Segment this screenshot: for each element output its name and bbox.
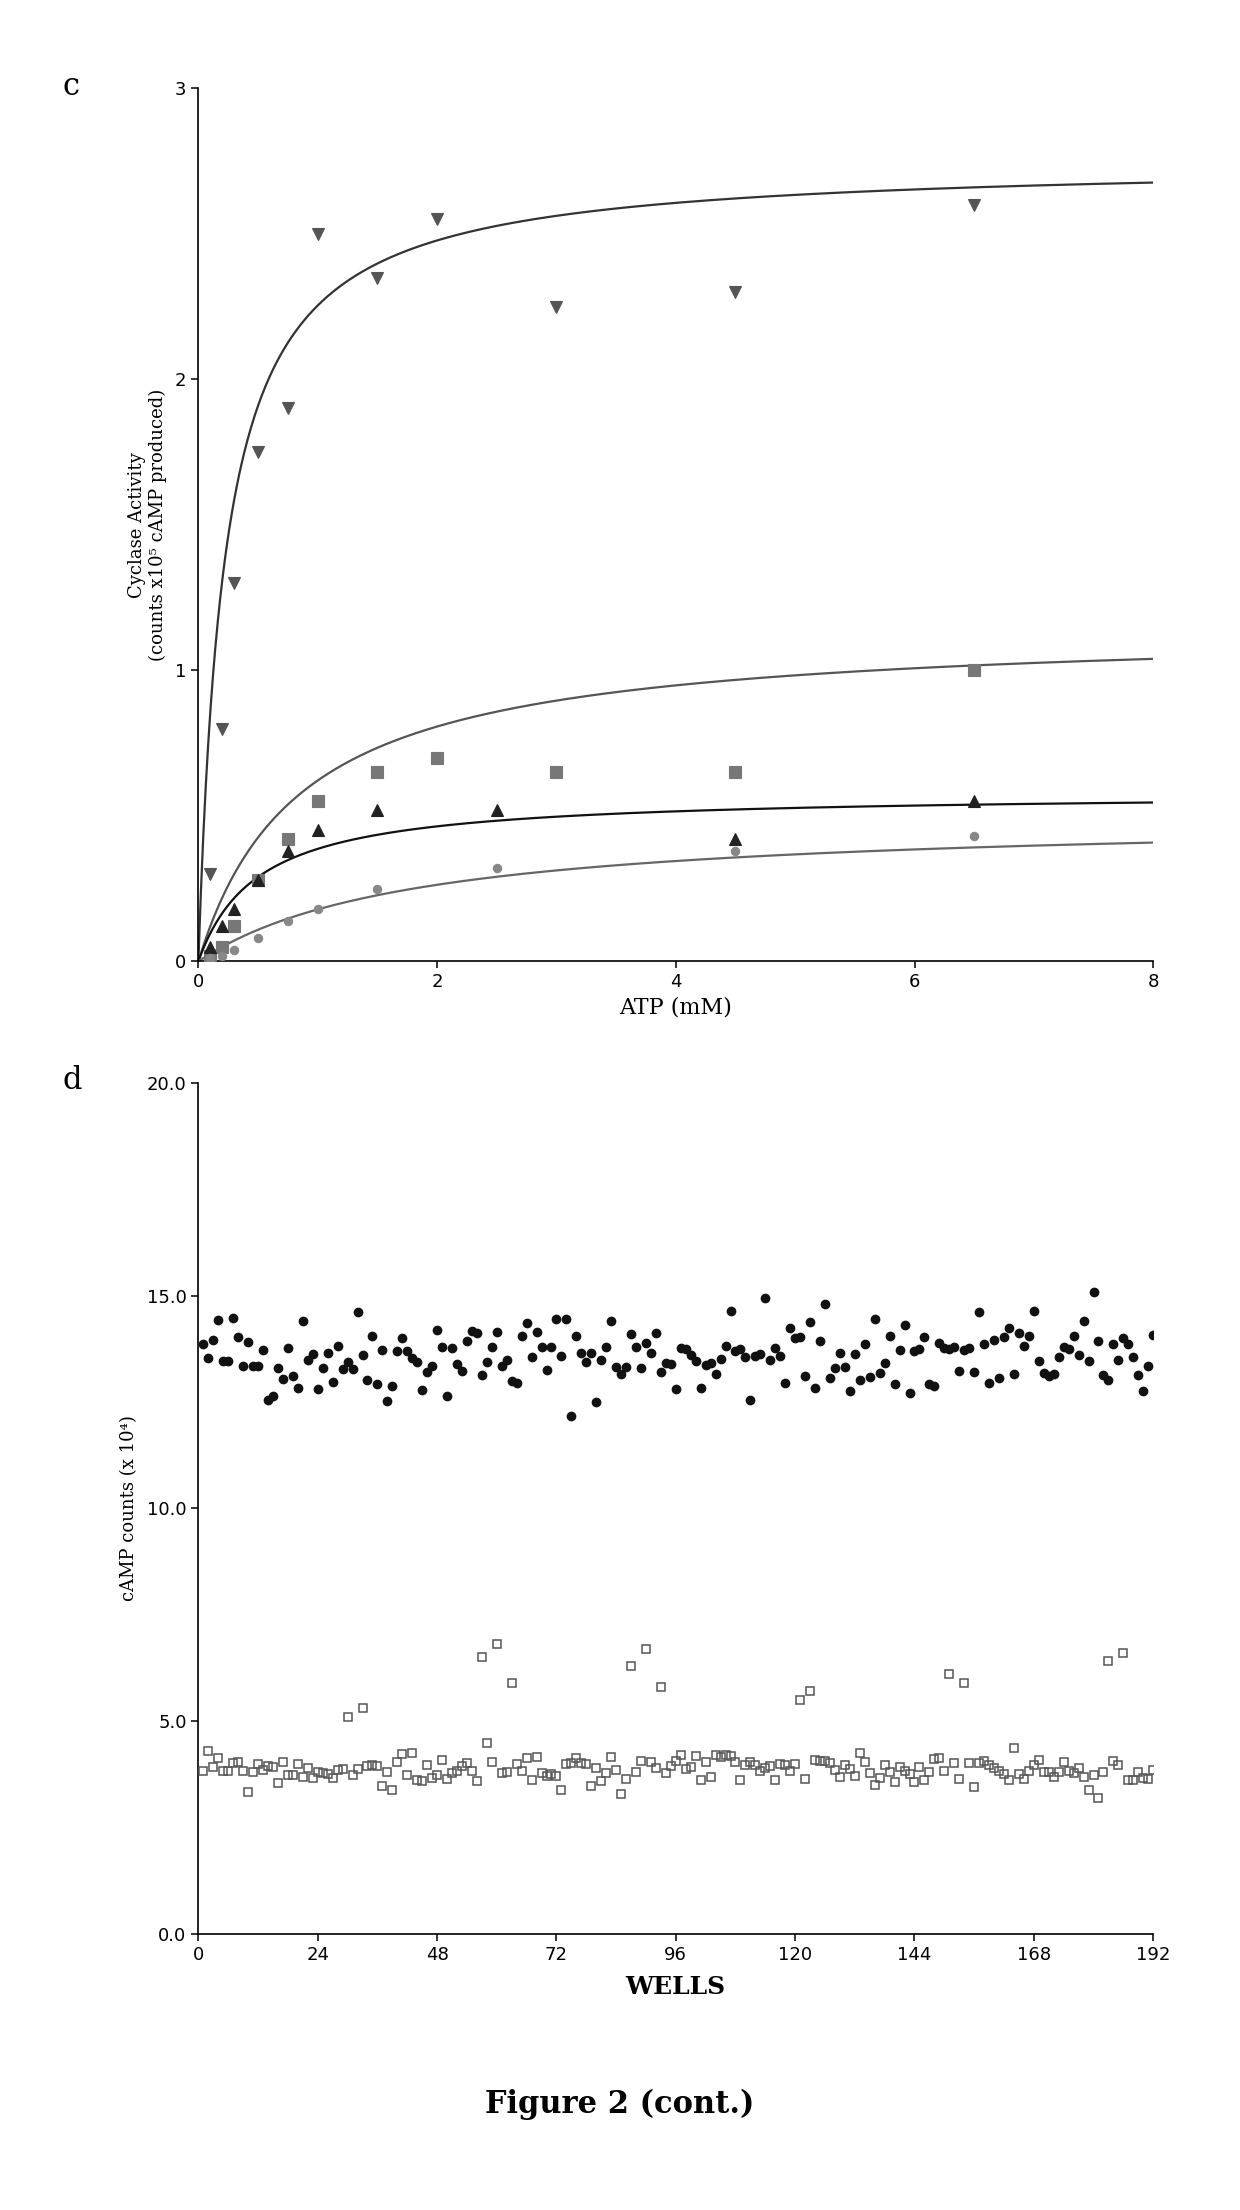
Text: c: c [62, 71, 79, 102]
Y-axis label: cAMP counts (x 10⁴): cAMP counts (x 10⁴) [120, 1414, 139, 1602]
X-axis label: ATP (mM): ATP (mM) [619, 997, 733, 1019]
Y-axis label: Cyclase Activity
(counts x10⁵ cAMP produced): Cyclase Activity (counts x10⁵ cAMP produ… [128, 389, 166, 661]
X-axis label: WELLS: WELLS [626, 1976, 725, 1998]
Text: Figure 2 (cont.): Figure 2 (cont.) [485, 2088, 755, 2119]
Text: d: d [62, 1065, 82, 1096]
